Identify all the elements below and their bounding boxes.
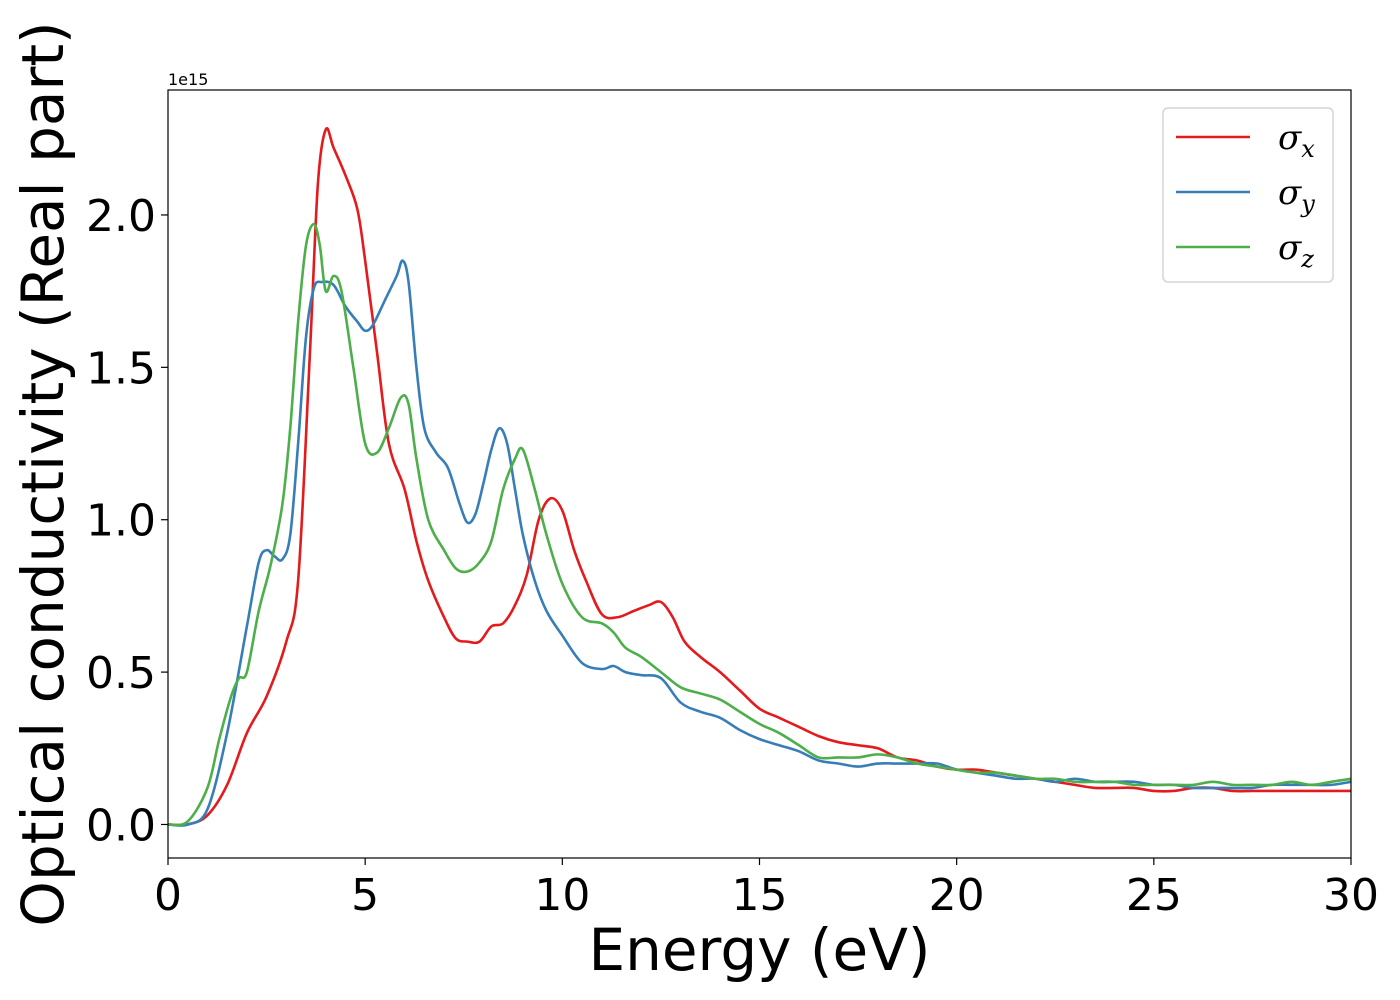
legend-label-z: σz <box>1278 228 1314 273</box>
legend-label-y: σy <box>1278 173 1315 218</box>
x-tick-label: 20 <box>929 870 985 921</box>
x-tick-label: 15 <box>732 870 788 921</box>
y-tick-label: 1.0 <box>86 496 156 547</box>
y-axis-label: Optical conductivity (Real part) <box>9 21 77 926</box>
x-axis-label: Energy (eV) <box>588 916 930 984</box>
y-tick-label: 0.0 <box>86 800 156 851</box>
legend-label-x: σx <box>1278 118 1315 163</box>
x-tick-label: 10 <box>534 870 590 921</box>
series-line-z <box>168 222 1351 827</box>
x-tick-label: 30 <box>1323 870 1379 921</box>
x-tick-label: 0 <box>154 870 182 921</box>
legend: σx σy σz <box>1162 107 1334 283</box>
x-tick-label: 25 <box>1126 870 1182 921</box>
legend-box <box>1162 107 1334 283</box>
y-tick-label: 0.5 <box>86 648 156 699</box>
y-tick-label: 2.0 <box>86 191 156 242</box>
y-axis: 0.0 0.5 1.0 1.5 2.0 <box>86 191 168 851</box>
x-axis: 0 5 10 15 20 25 30 <box>154 858 1379 921</box>
series-line-x <box>168 127 1351 827</box>
series-layer <box>168 127 1351 827</box>
x-tick-label: 5 <box>351 870 379 921</box>
y-tick-label: 1.5 <box>86 343 156 394</box>
y-offset-label: 1e15 <box>168 70 208 89</box>
